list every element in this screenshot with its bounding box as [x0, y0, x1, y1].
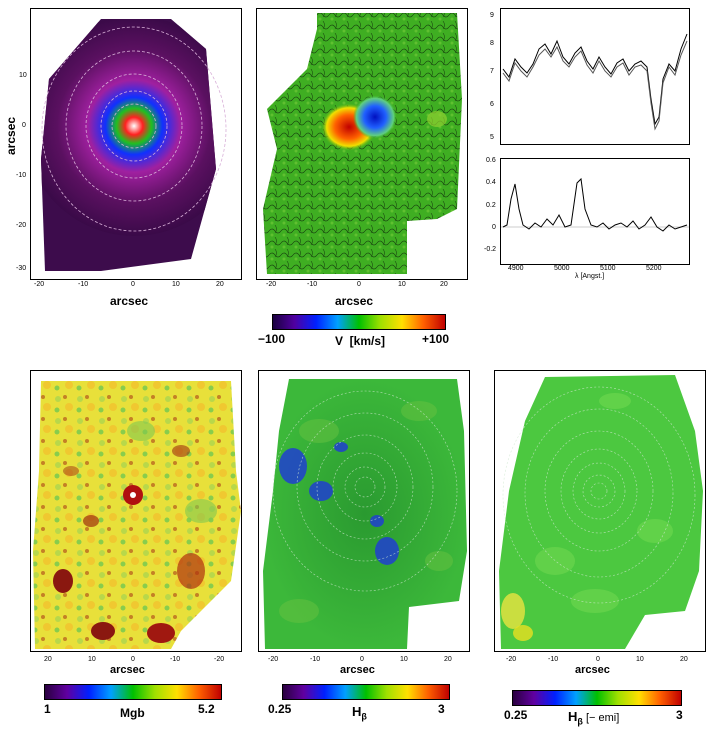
- hbeta-emi-map-panel: [494, 370, 706, 652]
- hb-cbar-label-sub: β: [361, 711, 367, 722]
- ax1-xlabel: arcsec: [110, 294, 149, 308]
- hb-xtick: -20: [268, 656, 279, 663]
- hb-xtick: -10: [310, 656, 321, 663]
- mgb-xtick: 20: [44, 656, 52, 663]
- hbe-xtick: 0: [596, 656, 600, 663]
- ax1-ytick: -10: [16, 172, 27, 179]
- ax2-xtick: 10: [398, 281, 406, 288]
- mgb-xtick: -20: [214, 656, 225, 663]
- hbe-xtick: 10: [636, 656, 644, 663]
- mgb-xtick: -10: [170, 656, 181, 663]
- hb-cbar-min: 0.25: [268, 702, 292, 716]
- spec-bot-ytick: 0.6: [486, 157, 496, 164]
- mgb-cbar-min: 1: [44, 702, 51, 716]
- ax2-xtick: -20: [266, 281, 277, 288]
- mgb-map-panel: [30, 370, 242, 652]
- spec-xtick: 5000: [554, 265, 570, 272]
- spec-bot-ytick: -0.2: [484, 246, 497, 253]
- hb-cbar-label: Hβ: [352, 704, 367, 722]
- mgb-cbar-label: Mgb: [120, 706, 145, 720]
- ax1-xtick: -20: [34, 281, 45, 288]
- ax1-ytick: -30: [16, 265, 27, 272]
- ax1-ytick: 0: [22, 122, 26, 129]
- hbe-xtick: -20: [506, 656, 517, 663]
- spec-xtick: 5100: [600, 265, 616, 272]
- spec-xlabel: λ [Angst.]: [575, 273, 605, 280]
- hbe-cbar-label-main: H: [568, 709, 578, 724]
- hbeta-emi-map: [499, 375, 703, 649]
- ax2-xtick: 20: [440, 281, 448, 288]
- ax1-xtick: -10: [78, 281, 89, 288]
- velocity-map: [263, 13, 462, 274]
- velocity-colorbar: [272, 314, 446, 330]
- spec-top-ytick: 9: [490, 12, 494, 19]
- hbe-cbar-label-sub: β: [577, 716, 583, 727]
- velocity-cbar-label: V [km/s]: [335, 334, 386, 348]
- spec-top-ytick: 6: [490, 101, 494, 108]
- spectrum-bottom-panel: [500, 158, 690, 265]
- hbe-cbar-label-suffix: [− emi]: [582, 712, 620, 724]
- hbe-cbar-min: 0.25: [504, 708, 528, 722]
- mgb-xlabel: arcsec: [110, 664, 145, 676]
- hbe-cbar-max: 3: [676, 708, 683, 722]
- intensity-map: [41, 19, 227, 271]
- mgb-cbar-max: 5.2: [198, 702, 215, 716]
- spec-bot-ytick: 0.2: [486, 202, 496, 209]
- mgb-xtick: 0: [131, 656, 135, 663]
- hb-cbar-label-main: H: [352, 704, 362, 719]
- spec-top-ytick: 5: [490, 134, 494, 141]
- spectrum-top: [502, 33, 688, 131]
- ax1-xtick: 10: [172, 281, 180, 288]
- spec-xtick: 4900: [508, 265, 524, 272]
- spec-xtick: 5200: [646, 265, 662, 272]
- spec-top-ytick: 8: [490, 40, 494, 47]
- hbe-xtick: 20: [680, 656, 688, 663]
- velocity-cbar-max: +100: [422, 332, 450, 346]
- ax2-xlabel: arcsec: [335, 294, 374, 308]
- ax1-xtick: 20: [216, 281, 224, 288]
- hbeta-map-panel: [258, 370, 470, 652]
- hbe-colorbar: [512, 690, 682, 706]
- spec-bot-ytick: 0: [492, 224, 496, 231]
- velocity-map-panel: [256, 8, 468, 280]
- velocity-cbar-min: −100: [258, 332, 286, 346]
- mgb-map: [33, 381, 241, 649]
- ax2-xtick: 0: [357, 281, 361, 288]
- hb-xtick: 0: [360, 656, 364, 663]
- hbe-xlabel: arcsec: [575, 664, 610, 676]
- spec-bot-ytick: 0.4: [486, 179, 496, 186]
- hb-xtick: 20: [444, 656, 452, 663]
- hb-cbar-max: 3: [438, 702, 445, 716]
- hbe-xtick: -10: [548, 656, 559, 663]
- mgb-xtick: 10: [88, 656, 96, 663]
- spectrum-bottom: [501, 177, 689, 232]
- hbeta-map: [263, 379, 467, 649]
- mgb-colorbar: [44, 684, 222, 700]
- hb-colorbar: [282, 684, 450, 700]
- ax1-xtick: 0: [131, 281, 135, 288]
- ax1-ytick: -20: [16, 222, 27, 229]
- ax2-xtick: -10: [307, 281, 318, 288]
- ax1-ytick: 10: [19, 72, 27, 79]
- intensity-map-panel: -20: [30, 8, 242, 280]
- spec-top-ytick: 7: [490, 68, 494, 75]
- hb-xlabel: arcsec: [340, 664, 375, 676]
- hb-xtick: 10: [400, 656, 408, 663]
- ylabel-top: arcsec: [4, 116, 18, 155]
- spectrum-top-panel: [500, 8, 690, 145]
- hbe-cbar-label: Hβ [− emi]: [568, 709, 619, 727]
